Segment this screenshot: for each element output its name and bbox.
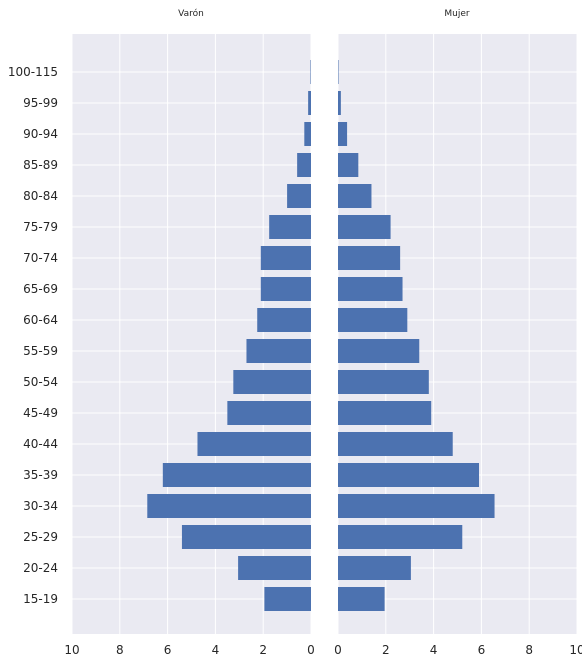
bar-female <box>338 308 408 332</box>
tick-label: 8 <box>116 643 124 657</box>
category-label: 15-19 <box>23 592 58 606</box>
right-panel-title: Mujer <box>444 9 470 19</box>
tick-label: 4 <box>430 643 438 657</box>
bar-female <box>338 432 453 456</box>
bar-male <box>181 525 311 549</box>
bar-male <box>260 277 311 301</box>
category-label: 65-69 <box>23 282 58 296</box>
bar-female <box>338 184 372 208</box>
bar-male <box>287 184 311 208</box>
category-label: 50-54 <box>23 375 58 389</box>
category-label: 80-84 <box>23 189 58 203</box>
tick-label: 6 <box>164 643 172 657</box>
bar-female <box>338 587 385 611</box>
tick-label: 0 <box>307 643 315 657</box>
tick-label: 10 <box>569 643 582 657</box>
category-label: 40-44 <box>23 437 58 451</box>
category-label: 45-49 <box>23 406 58 420</box>
right-panel <box>337 34 578 634</box>
bar-female <box>338 556 411 580</box>
category-label: 55-59 <box>23 344 58 358</box>
category-label: 35-39 <box>23 468 58 482</box>
bar-female <box>338 153 359 177</box>
bar-female <box>338 122 348 146</box>
bar-male <box>264 587 311 611</box>
bar-male <box>238 556 311 580</box>
bar-male <box>227 401 311 425</box>
tick-label: 2 <box>259 643 267 657</box>
bar-male <box>297 153 311 177</box>
tick-label: 8 <box>525 643 533 657</box>
bar-female <box>338 246 401 270</box>
bar-male <box>308 91 311 115</box>
value-axis-tick-labels: 10 8 6 4 2 0 0 2 4 6 8 10 <box>64 643 582 657</box>
bar-male <box>147 494 311 518</box>
category-label: 100-115 <box>8 65 58 79</box>
tick-label: 6 <box>478 643 486 657</box>
bar-female <box>338 339 420 363</box>
tick-label: 0 <box>334 643 342 657</box>
bar-male <box>304 122 311 146</box>
category-label: 75-79 <box>23 220 58 234</box>
bar-female <box>338 370 429 394</box>
bar-male <box>260 246 311 270</box>
bar-female <box>338 91 341 115</box>
bar-male <box>257 308 311 332</box>
left-panel-title: Varón <box>178 8 204 19</box>
bar-male <box>269 215 311 239</box>
bar-female <box>338 525 463 549</box>
category-label: 90-94 <box>23 127 58 141</box>
bar-male <box>246 339 311 363</box>
tick-label: 10 <box>64 643 79 657</box>
category-label: 70-74 <box>23 251 58 265</box>
bar-male <box>197 432 311 456</box>
bar-male <box>233 370 311 394</box>
category-label: 30-34 <box>23 499 58 513</box>
category-label: 60-64 <box>23 313 58 327</box>
category-label: 20-24 <box>23 561 58 575</box>
bar-female <box>338 463 480 487</box>
bar-female <box>338 401 432 425</box>
tick-label: 2 <box>382 643 390 657</box>
category-label: 25-29 <box>23 530 58 544</box>
category-axis-labels: 100-115 95-99 90-94 85-89 80-84 75-79 70-74 65-… <box>8 65 58 606</box>
bar-female <box>338 494 495 518</box>
category-label: 85-89 <box>23 158 58 172</box>
category-label: 95-99 <box>23 96 58 110</box>
bar-male <box>162 463 311 487</box>
bar-female <box>338 277 403 301</box>
bar-female <box>338 215 391 239</box>
tick-label: 4 <box>212 643 220 657</box>
left-panel <box>71 34 312 634</box>
